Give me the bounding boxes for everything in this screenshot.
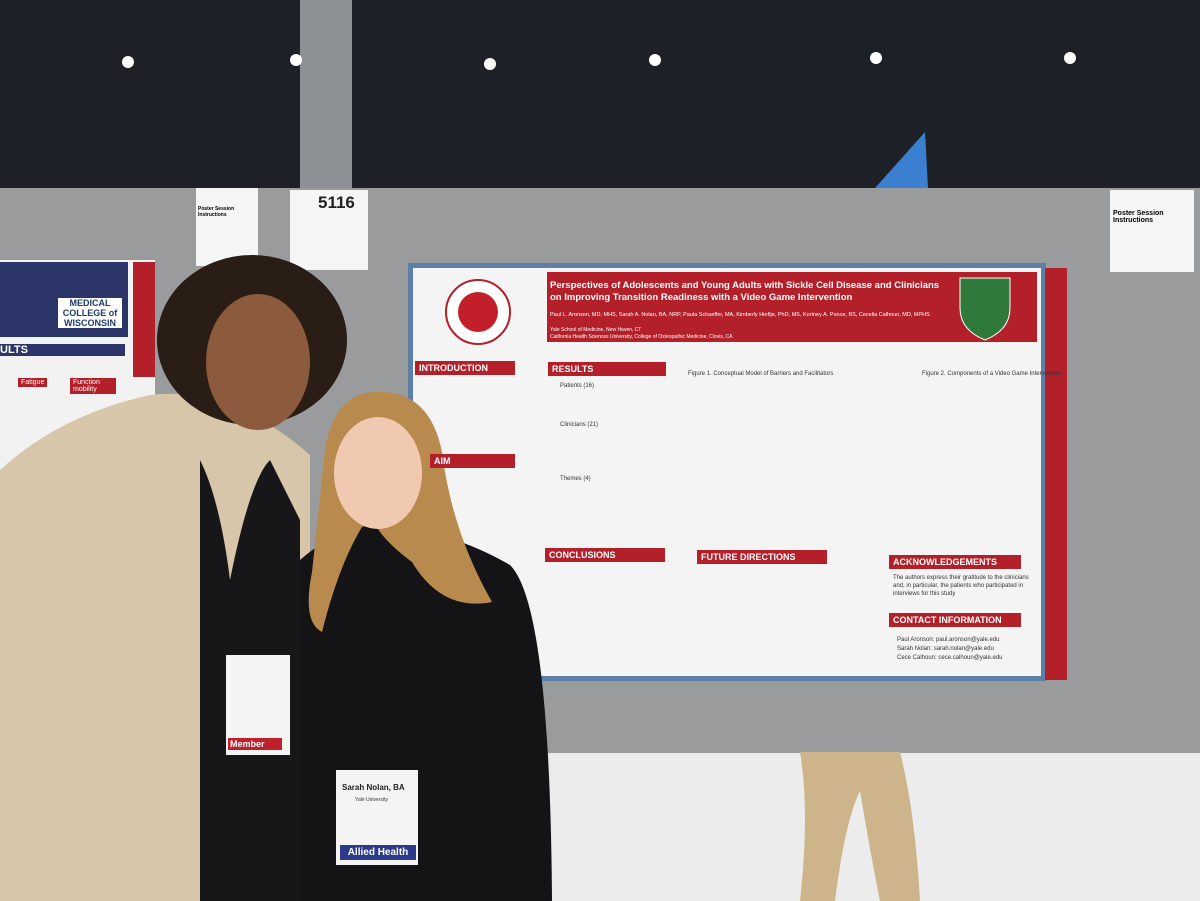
results-item: Themes (4) — [560, 476, 591, 482]
poster-authors: Paul L. Aronson, MD, MHS, Sarah A. Nolan… — [550, 312, 930, 318]
badge-name: Sarah Nolan, BA — [342, 783, 405, 792]
yale-shield — [959, 277, 1011, 341]
contact: Sarah Nolan: sarah.nolan@yale.edu — [897, 646, 994, 652]
instruction-card — [1110, 190, 1194, 272]
instruction-card — [196, 188, 258, 266]
bystander-legs — [800, 752, 920, 901]
light — [1064, 52, 1076, 64]
sign — [875, 132, 928, 188]
figure-caption: Figure 2. Components of a Video Game Int… — [922, 371, 1061, 377]
light — [484, 58, 496, 70]
light — [870, 52, 882, 64]
left-poster-column: Fatigue — [18, 378, 48, 387]
ceiling — [0, 0, 1200, 190]
contact: Paul Aronson: paul.aronson@yale.edu — [897, 637, 1000, 643]
number-card — [290, 190, 368, 270]
badge-type: Allied Health — [340, 845, 416, 860]
affiliation: Yale School of Medicine, New Haven, CT — [550, 327, 642, 333]
contact: Cece Calhoun: cece.calhoun@yale.edu — [897, 655, 1003, 661]
acknowledgements-text: The authors express their gratitude to t… — [893, 575, 1029, 597]
section-heading: RESULTS — [548, 362, 666, 376]
woman-right-face — [334, 417, 422, 529]
light — [649, 54, 661, 66]
ash-logo-mark — [458, 292, 498, 332]
left-poster-logo: MEDICAL COLLEGE of WISCONSIN — [58, 298, 122, 328]
poster-title: Perspectives of Adolescents and Young Ad… — [550, 280, 940, 304]
badge-org: Yale University — [355, 797, 388, 803]
left-poster-strip — [133, 262, 155, 377]
section-heading: FUTURE DIRECTIONS — [697, 550, 827, 564]
section-heading: INTRODUCTION — [415, 361, 515, 375]
results-item: Patients (16) — [560, 383, 595, 389]
light — [122, 56, 134, 68]
woman-left-face — [206, 294, 310, 430]
affiliation: California Health Sciences University, C… — [550, 334, 733, 340]
instructions: Poster Session Instructions — [1113, 210, 1164, 224]
poster-side-strip — [1045, 268, 1067, 680]
figure-caption: Figure 1. Conceptual Model of Barriers a… — [688, 371, 834, 377]
left-poster-heading: ULTS — [0, 344, 125, 356]
pillar — [300, 0, 352, 190]
instructions: Poster Session Instructions — [198, 206, 235, 218]
light — [290, 54, 302, 66]
results-item: Clinicians (21) — [560, 422, 599, 428]
section-heading: ACKNOWLEDGEMENTS — [889, 555, 1021, 569]
section-heading: CONCLUSIONS — [545, 548, 665, 562]
left-poster-column: Function mobility — [70, 378, 116, 394]
poster-header — [547, 272, 1037, 342]
badge-type: Member — [228, 738, 282, 750]
section-heading: CONTACT INFORMATION — [889, 613, 1021, 627]
section-heading: AIM — [430, 454, 515, 468]
booth-number: 5116 — [318, 193, 355, 212]
